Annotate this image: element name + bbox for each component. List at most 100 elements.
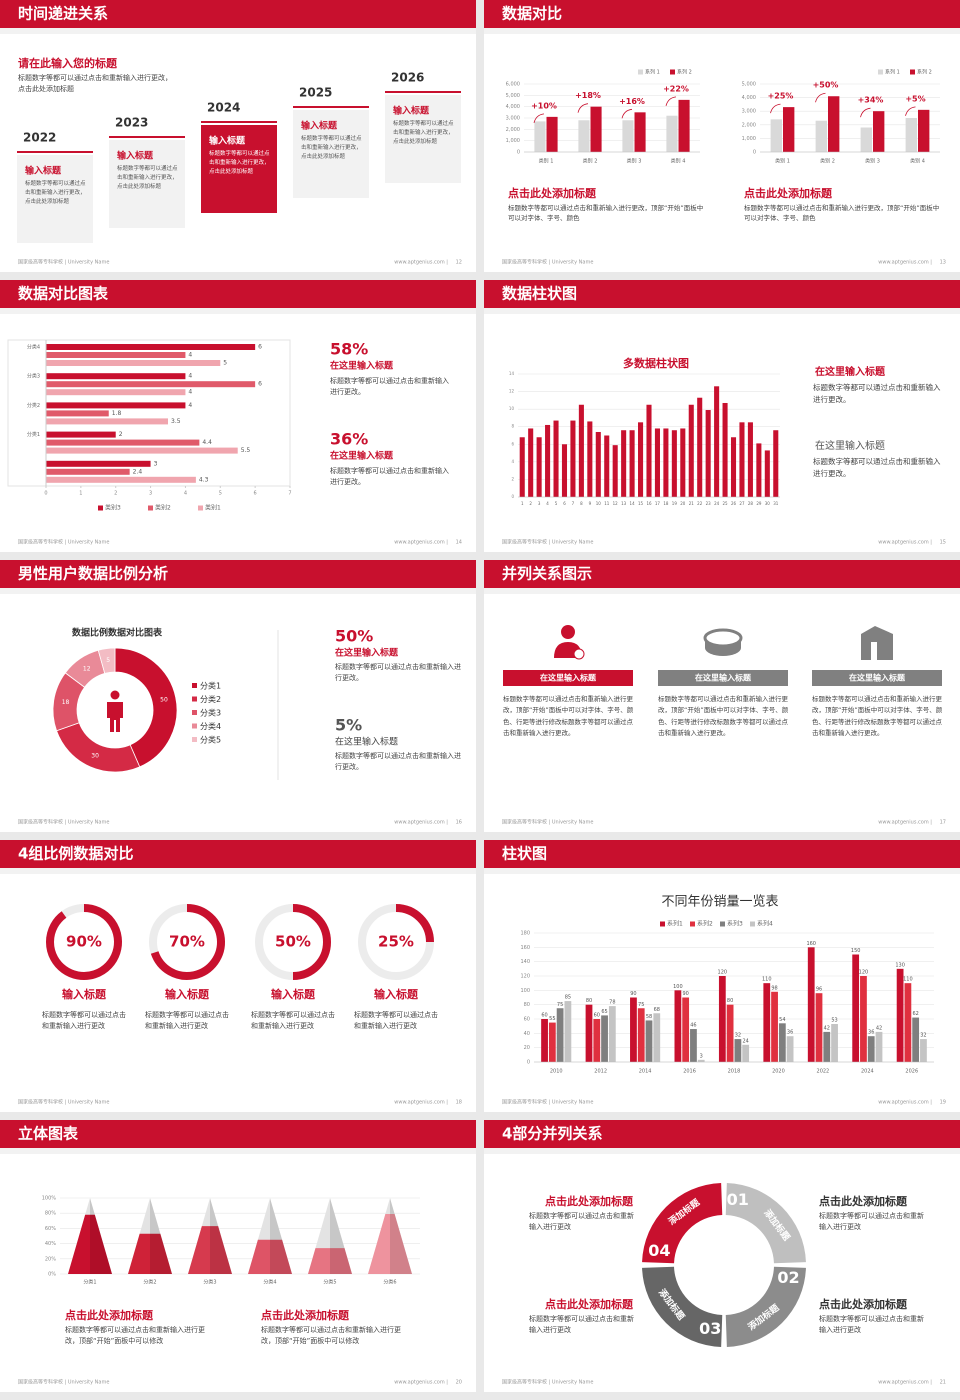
paragraph: 标题数字等都可以通过点击和重新输入进行更改，顶部“开始”面板中可以对字体、字号、…: [812, 695, 943, 738]
block-heading: 在这里输入标题: [335, 647, 399, 659]
value-label: 120: [718, 970, 728, 976]
paragraph-box: 标题数字等都可以通过点击和重新输入进行更改，顶部“开始”面板中可以对字体、字号、…: [658, 695, 788, 737]
value-label: 12: [83, 665, 91, 672]
value-label: 3: [700, 1053, 703, 1059]
bar: [46, 468, 130, 475]
bar: [541, 1019, 548, 1062]
paragraph-box: 标题数字等都可以通过点击和重新输入进行更改: [354, 1011, 438, 1030]
bar: [786, 1036, 794, 1062]
y-tick-label: 2,000: [506, 127, 520, 133]
y-tick-label: 60%: [45, 1226, 56, 1232]
footer-site: www.aptgenius.com |: [878, 260, 932, 266]
legend-swatch: [720, 921, 725, 927]
bar: [637, 1008, 645, 1062]
x-tick-label: 22: [697, 501, 703, 506]
bar: [585, 1004, 593, 1062]
paragraph-box: 标题数字等都可以通过点击和重新输入进行更改，顶部“开始”面板中可以修改: [65, 1326, 205, 1346]
legend-swatch: [670, 69, 675, 75]
step-box: [17, 155, 93, 243]
page-number: 12: [456, 260, 462, 266]
segment-number: 01: [727, 1190, 749, 1209]
paragraph: 标题数字等都可以通过点击和重新输入进行更改，顶部“开始”面板中可以修改: [65, 1326, 205, 1346]
legend-swatch: [878, 69, 883, 75]
bar: [690, 1029, 697, 1062]
bar: [896, 968, 904, 1062]
header-bar: [0, 840, 476, 868]
slide-title: 立体图表: [18, 1125, 79, 1143]
header-bar: [0, 280, 476, 308]
x-tick-label: 类别 4: [671, 158, 686, 165]
annotation-arrow: [577, 103, 589, 113]
legend-label: 分类3: [200, 708, 221, 718]
y-tick-label: 2: [511, 476, 514, 481]
paragraph-box: 标题数字等都可以通过点击和重新输入进行更改，点击此处添加标题: [117, 166, 178, 190]
x-tick-label: 2024: [861, 1069, 874, 1075]
x-tick-label: 24: [714, 501, 720, 506]
x-tick-label: 23: [706, 501, 712, 506]
cone-shade: [390, 1198, 412, 1274]
bar: [654, 428, 660, 497]
page-number: 21: [940, 1380, 946, 1386]
bar: [770, 119, 782, 152]
value-label: 100: [673, 984, 683, 990]
x-tick-label: 27: [739, 501, 745, 506]
cycle-segment: [725, 1266, 806, 1347]
bar: [556, 1008, 564, 1062]
value-label: 55: [549, 1016, 555, 1022]
bar: [593, 1019, 601, 1062]
footer-site: www.aptgenius.com |: [878, 1380, 932, 1386]
cone-fill: [248, 1239, 292, 1274]
y-tick-label: 20: [524, 1045, 530, 1051]
paragraph: 标题数字等都可以通过点击和重新输入进行更改，顶部“开始”面板中可以修改: [261, 1326, 401, 1346]
paragraph-box: 标题数字等都可以通过点击和重新输入进行更改。: [330, 377, 449, 396]
y-tick-label: 0%: [48, 1272, 56, 1278]
bar: [666, 115, 678, 152]
legend-label: 系列4: [757, 920, 773, 928]
y-tick-label: 3,000: [742, 109, 756, 115]
x-tick-label: 20: [680, 501, 686, 506]
header-strip: [0, 588, 476, 594]
legend-label: 系列2: [697, 920, 713, 928]
bar: [678, 99, 690, 152]
bar: [590, 106, 602, 152]
x-tick-label: 7: [572, 501, 575, 506]
y-tick-label: 10: [509, 406, 515, 411]
x-tick-label: 16: [646, 501, 652, 506]
paragraph: 标题数字等都可以通过点击和重新输入进行更改，点击此处添加标题: [393, 121, 454, 145]
legend-label: 类别3: [105, 504, 121, 512]
bar: [875, 1031, 883, 1062]
x-tick-label: 26: [731, 501, 737, 506]
bar: [46, 447, 238, 454]
slide-title: 时间递进关系: [18, 5, 108, 23]
bar: [587, 421, 593, 497]
footer-school: 国家级高等专科学校 | University Name: [18, 259, 109, 266]
cone-fill: [368, 1213, 412, 1274]
ring-label: 50%: [275, 933, 311, 951]
x-tick-label: 25: [723, 501, 729, 506]
value-label: 5: [106, 657, 110, 664]
value-label: 75: [557, 1002, 563, 1008]
footer-site: www.aptgenius.com |: [878, 1100, 932, 1106]
person-body: [107, 702, 123, 732]
paragraph-box: 标题数字等都可以通过点击和重新输入进行更改: [819, 1315, 924, 1334]
value-label: 58: [646, 1014, 652, 1020]
header-strip: [484, 588, 960, 594]
value-label: 4: [188, 402, 192, 409]
x-tick-label: 2016: [683, 1069, 696, 1075]
footer-school: 国家级高等专科学校 | University Name: [502, 1379, 593, 1386]
value-label: 4: [188, 389, 192, 396]
bar: [726, 1004, 734, 1062]
x-tick-label: 8: [580, 501, 583, 506]
bar: [831, 1024, 838, 1062]
ring-label: 90%: [66, 933, 102, 951]
cycle-segment: [642, 1183, 723, 1264]
bar: [815, 120, 827, 152]
x-tick-label: 0: [44, 491, 47, 497]
bar: [671, 430, 677, 497]
value-label: 110: [762, 977, 772, 983]
donut-slice: [114, 647, 178, 768]
